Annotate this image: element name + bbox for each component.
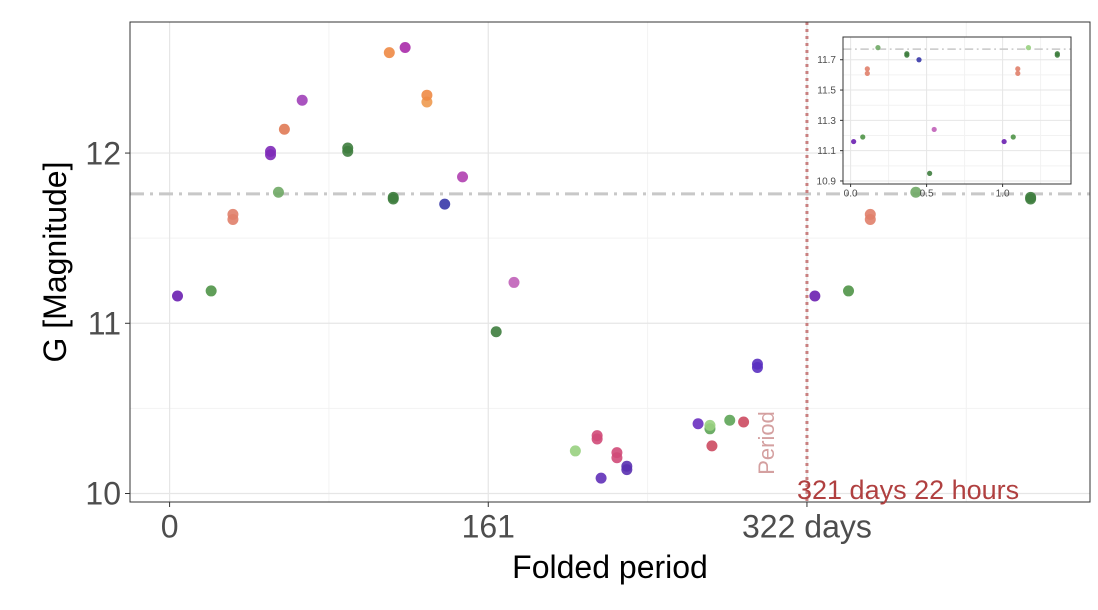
data-point — [591, 430, 603, 442]
inset-border — [842, 36, 1072, 185]
data-point — [1025, 191, 1037, 203]
x-tick-label: 0.5 — [920, 189, 934, 200]
data-point — [172, 290, 184, 302]
y-tick-label: 11 — [88, 305, 121, 341]
data-point — [860, 134, 866, 140]
inset-grid — [843, 37, 1071, 184]
data-point — [272, 186, 284, 198]
y-tick-label: 12 — [85, 135, 121, 171]
data-point — [843, 285, 855, 297]
x-tick-label: 1.0 — [996, 189, 1010, 200]
data-point — [399, 42, 411, 54]
data-point — [809, 290, 821, 302]
data-point — [383, 47, 395, 59]
data-point — [724, 414, 736, 426]
x-tick-label: 322 days — [742, 508, 872, 544]
data-point — [1015, 66, 1021, 72]
data-point — [927, 170, 933, 176]
data-point — [490, 326, 502, 338]
data-point — [864, 70, 870, 76]
inset-background — [843, 37, 1071, 184]
data-point — [205, 285, 217, 297]
data-point — [751, 358, 763, 370]
inset-points — [851, 45, 1060, 176]
x-tick-labels: 0 161 322 days — [161, 502, 872, 544]
data-point — [265, 145, 277, 157]
y-tick-label: 11.5 — [817, 86, 836, 97]
data-point — [1015, 70, 1021, 76]
period-value-annotation: 321 days 22 hours — [797, 475, 1019, 505]
data-point — [704, 419, 716, 431]
period-annotation: Period — [754, 411, 779, 475]
data-point — [864, 66, 870, 72]
x-axis-title: Folded period — [512, 549, 708, 585]
data-point — [706, 440, 718, 452]
y-axis-title: G [Magnitude] — [37, 162, 73, 363]
data-point — [611, 452, 623, 464]
data-point — [1025, 45, 1032, 51]
data-point — [421, 89, 433, 101]
data-point — [621, 460, 633, 472]
inset-panel: 10.9 11.1 11.3 11.5 11.7 0.0 0.5 1.0 — [817, 36, 1072, 200]
inset-x-tick-labels: 0.0 0.5 1.0 — [844, 184, 1010, 200]
data-point — [904, 52, 910, 58]
data-point — [875, 45, 881, 51]
y-tick-label: 11.1 — [817, 146, 836, 157]
data-point — [342, 142, 354, 154]
data-point — [931, 126, 937, 133]
data-point — [569, 445, 581, 457]
data-point — [457, 171, 469, 183]
y-tick-label: 11.3 — [817, 116, 836, 127]
data-point — [387, 191, 399, 203]
data-point — [851, 138, 857, 145]
data-point — [439, 198, 451, 210]
data-point — [916, 57, 922, 63]
y-tick-labels: 10 11 12 — [85, 135, 130, 512]
data-point — [595, 472, 607, 484]
data-point — [1010, 134, 1016, 140]
main-reference-lines — [130, 22, 1090, 502]
x-tick-label: 0.0 — [844, 189, 858, 200]
data-point — [296, 94, 308, 106]
data-point — [738, 416, 750, 428]
y-tick-label: 11.7 — [817, 55, 836, 66]
data-point — [1054, 52, 1060, 58]
data-point — [278, 123, 290, 135]
y-tick-label: 10.9 — [817, 176, 837, 187]
data-point — [692, 418, 704, 430]
data-point — [1001, 138, 1007, 145]
y-tick-label: 10 — [85, 476, 121, 512]
data-point — [864, 208, 876, 220]
plot-border — [129, 21, 1091, 503]
x-tick-label: 161 — [462, 508, 515, 544]
x-tick-label: 0 — [161, 508, 179, 544]
data-point — [910, 186, 922, 198]
data-point — [508, 276, 520, 288]
inset-y-tick-labels: 10.9 11.1 11.3 11.5 11.7 — [817, 55, 843, 187]
data-point — [227, 208, 239, 220]
